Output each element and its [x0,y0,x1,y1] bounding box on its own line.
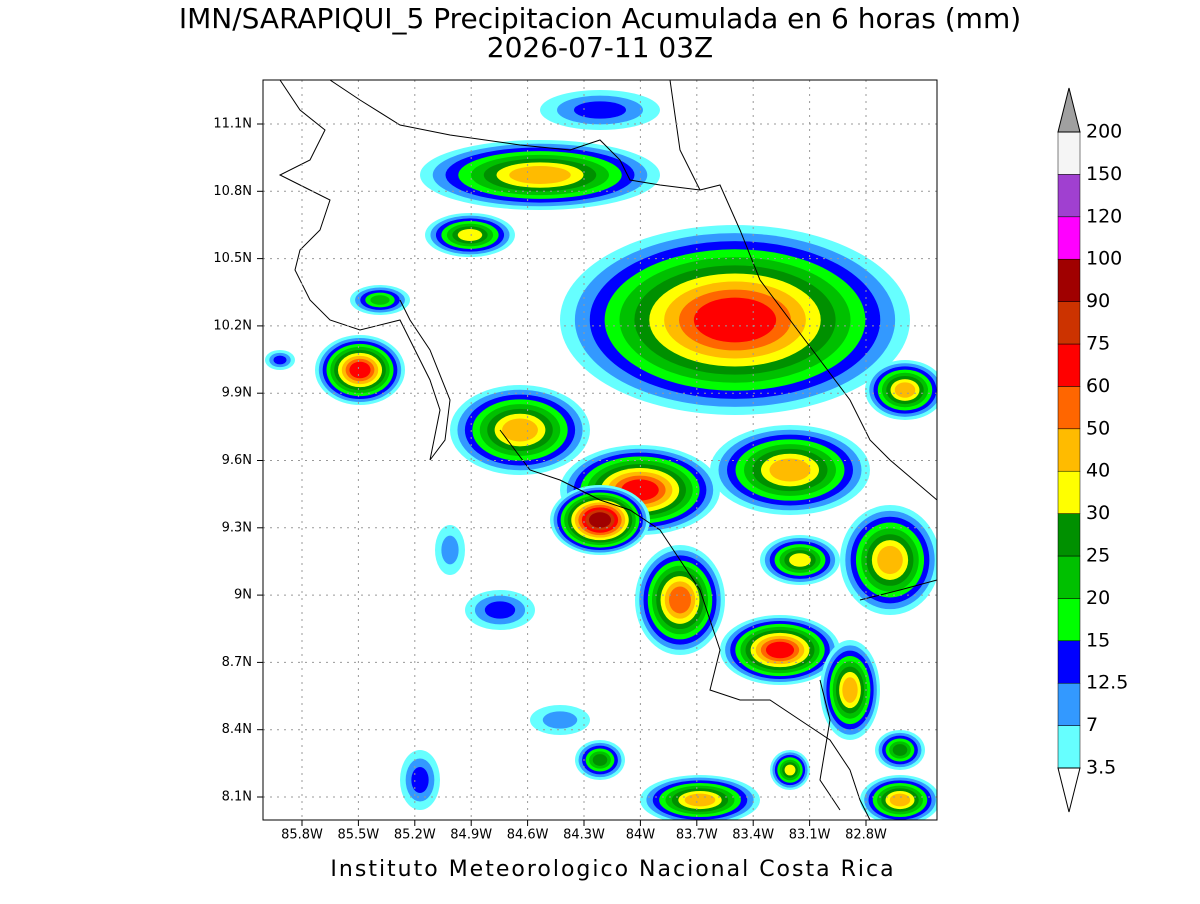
x-tick-label: 84.9W [450,828,492,843]
colorbar-segment [1057,725,1081,769]
colorbar-segment [1057,131,1081,175]
colorbar-label: 50 [1086,417,1110,439]
colorbar-label: 60 [1086,375,1110,397]
y-tick-label: 10.8N [213,184,252,199]
colorbar-label: 7 [1086,714,1098,736]
colorbar-label: 200 [1086,121,1122,143]
colorbar-segment [1057,174,1081,218]
colorbar-label: 30 [1086,502,1110,524]
x-tick-label: 85.2W [394,828,436,843]
x-tick-label: 84W [626,828,656,843]
precip-contour [784,764,796,776]
precip-contour [349,361,371,379]
precip-field [265,90,937,820]
x-tick-label: 85.8W [281,828,323,843]
precip-contour [588,512,612,528]
precip-contour [889,793,911,807]
colorbar-label: 3.5 [1086,757,1116,779]
y-tick-label: 10.2N [213,318,252,333]
precip-contour [411,767,429,793]
colorbar-label: 15 [1086,629,1110,651]
y-tick-label: 11.1N [213,117,252,132]
colorbar-label: 75 [1086,333,1110,355]
colorbar-label: 40 [1086,460,1110,482]
y-tick-label: 8.4N [222,722,252,737]
x-tick-label: 83.7W [676,828,718,843]
y-tick-label: 10.5N [213,251,252,266]
precip-contour [765,641,795,659]
colorbar-label: 12.5 [1086,672,1128,694]
colorbar-segment [1057,555,1081,599]
colorbar-segment [1057,598,1081,642]
colorbar-segment [1057,216,1081,260]
y-tick-label: 9.9N [222,386,252,401]
precip-contour [789,553,811,567]
precip-contour [457,229,483,241]
colorbar-label: 120 [1086,205,1122,227]
precip-contour [684,793,716,807]
colorbar-segment [1057,301,1081,345]
precip-contour [592,754,608,766]
precip-contour [769,458,811,482]
y-tick-label: 8.1N [222,790,252,805]
colorbar-label: 90 [1086,290,1110,312]
colorbar-segment [1057,258,1081,302]
title: IMN/SARAPIQUI_5 Precipitacion Acumulada … [179,2,1021,35]
precip-contour [574,101,626,119]
colorbar-label: 25 [1086,545,1110,567]
x-tick-label: 83.1W [789,828,831,843]
y-tick-label: 8.7N [222,655,252,670]
graticule [263,80,937,820]
subtitle: 2026-07-11 03Z [487,31,713,64]
colorbar-segment [1057,343,1081,387]
colorbar-segment [1057,682,1081,726]
y-tick-label: 9.3N [222,520,252,535]
precip-contour [441,535,459,565]
precip-contour [877,545,903,575]
colorbar-label: 100 [1086,248,1122,270]
colorbar-over [1057,87,1081,133]
colorbar-under [1057,767,1081,813]
precip-contour [693,297,777,343]
footer: Instituto Meteorologico Nacional Costa R… [330,857,895,882]
precip-contour [542,711,578,729]
colorbar: 3.5 7 12.5 15 20 25 30 40 50 60 75 90 100 120 150 200 [1057,87,1128,813]
x-tick-label: 84.6W [507,828,549,843]
axes: 85.8W 85.5W 85.2W 84.9W 84.6W 84.3W 84W 83.7W 83… [213,117,887,843]
precip-contour [894,382,916,398]
precip-contour [502,418,538,442]
colorbar-segment [1057,513,1081,557]
precip-contour [484,601,516,619]
colorbar-segment [1057,640,1081,684]
precip-contour [892,744,908,756]
colorbar-label: 150 [1086,163,1122,185]
colorbar-segment [1057,386,1081,430]
y-tick-label: 9.6N [222,453,252,468]
precip-contour [509,166,571,184]
precip-contour [842,677,858,703]
precip-contour [273,355,287,365]
x-tick-label: 85.5W [337,828,379,843]
precip-contour [669,586,691,614]
x-tick-label: 84.3W [563,828,605,843]
x-tick-label: 83.4W [732,828,774,843]
colorbar-segment [1057,428,1081,472]
y-tick-label: 9N [234,588,252,603]
precip-contour [370,295,390,305]
x-tick-label: 82.8W [845,828,887,843]
colorbar-label: 20 [1086,587,1110,609]
map-frame [262,79,938,821]
colorbar-segment [1057,470,1081,514]
